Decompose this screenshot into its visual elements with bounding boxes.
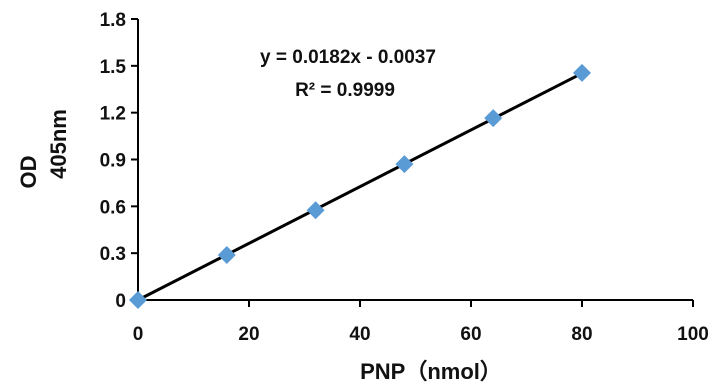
data-point [306,201,325,220]
y-tick-label: 0.9 [100,151,126,172]
trend-layer [137,71,583,302]
y-tick-label: 0.3 [100,244,126,265]
y-tick-label: 0 [115,291,126,312]
equation-annotation: y = 0.0182x - 0.0037 [260,47,436,68]
x-tick-label: 80 [571,324,592,345]
x-tick-label: 20 [238,324,259,345]
ticks-layer: 0 0.3 0.6 0.9 1.2 1.5 1.8 0 20 40 60 80 100 [100,10,709,345]
x-tick-label: 60 [460,324,481,345]
r-squared-annotation: R² = 0.9999 [295,80,395,101]
data-point [573,63,591,82]
points-layer [129,63,591,309]
data-point [129,291,147,309]
labels-layer: y = 0.0182x - 0.0037 R² = 0.9999 PNP（nmo… [16,47,502,384]
y-tick-label: 1.2 [100,104,126,125]
y-tick-label: 0.6 [100,197,126,218]
y-tick-label: 1.8 [100,10,126,31]
data-point [395,155,414,174]
x-tick-label: 0 [133,324,144,345]
data-point [217,246,236,265]
data-point [484,109,503,128]
y-axis-title-line-2: 405nm [46,109,71,179]
trendline [137,71,583,302]
x-tick-label: 40 [349,324,370,345]
y-axis-title-line-1: OD [16,156,41,189]
y-tick-label: 1.5 [100,57,127,78]
x-axis-title: PNP（nmol） [360,359,502,383]
x-tick-label: 100 [677,324,709,345]
